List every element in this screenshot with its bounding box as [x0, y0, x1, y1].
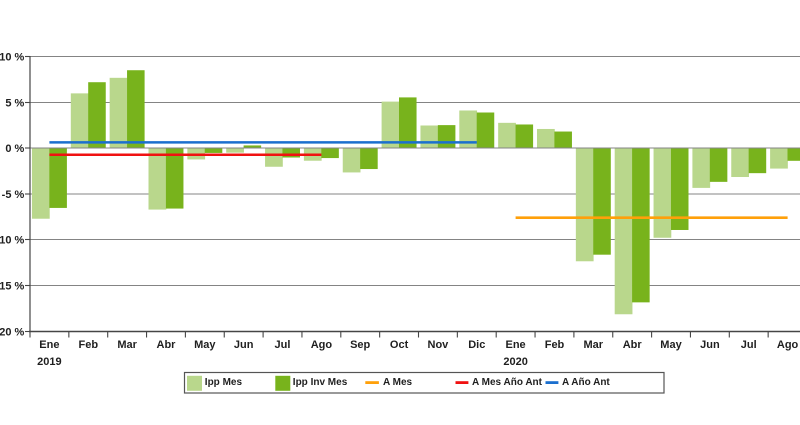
svg-text:Mar: Mar	[584, 339, 604, 351]
svg-text:A Mes: A Mes	[383, 377, 413, 388]
svg-text:Abr: Abr	[157, 339, 177, 351]
svg-text:-5 %: -5 %	[2, 189, 25, 201]
svg-text:Jun: Jun	[700, 339, 720, 351]
svg-text:Jul: Jul	[275, 339, 291, 351]
svg-text:Feb: Feb	[545, 339, 565, 351]
svg-text:5 %: 5 %	[5, 98, 24, 110]
svg-text:Nov: Nov	[428, 339, 450, 351]
svg-text:Jul: Jul	[741, 339, 757, 351]
svg-text:Mar: Mar	[117, 339, 137, 351]
svg-text:2020: 2020	[503, 356, 527, 368]
svg-text:2019: 2019	[37, 356, 61, 368]
svg-text:Sep: Sep	[350, 339, 370, 351]
svg-text:May: May	[194, 339, 216, 351]
svg-text:Jun: Jun	[234, 339, 254, 351]
svg-text:-10 %: -10 %	[0, 235, 25, 247]
svg-text:Ago: Ago	[777, 339, 799, 351]
svg-text:0 %: 0 %	[5, 143, 24, 155]
svg-text:Abr: Abr	[623, 339, 643, 351]
svg-text:May: May	[660, 339, 682, 351]
svg-text:Ene: Ene	[506, 339, 526, 351]
svg-text:A Año Ant: A Año Ant	[562, 377, 610, 388]
svg-text:A Mes Año Ant: A Mes Año Ant	[472, 377, 543, 388]
svg-text:Ene: Ene	[39, 339, 59, 351]
svg-text:Dic: Dic	[468, 339, 485, 351]
svg-text:-20 %: -20 %	[0, 327, 25, 339]
svg-text:-15 %: -15 %	[0, 281, 25, 293]
svg-text:10 %: 10 %	[0, 52, 25, 64]
svg-text:Ipp Inv Mes: Ipp Inv Mes	[293, 377, 348, 388]
svg-text:Feb: Feb	[79, 339, 99, 351]
svg-text:Ago: Ago	[311, 339, 333, 351]
svg-text:Oct: Oct	[390, 339, 409, 351]
svg-text:Ipp Mes: Ipp Mes	[205, 377, 243, 388]
